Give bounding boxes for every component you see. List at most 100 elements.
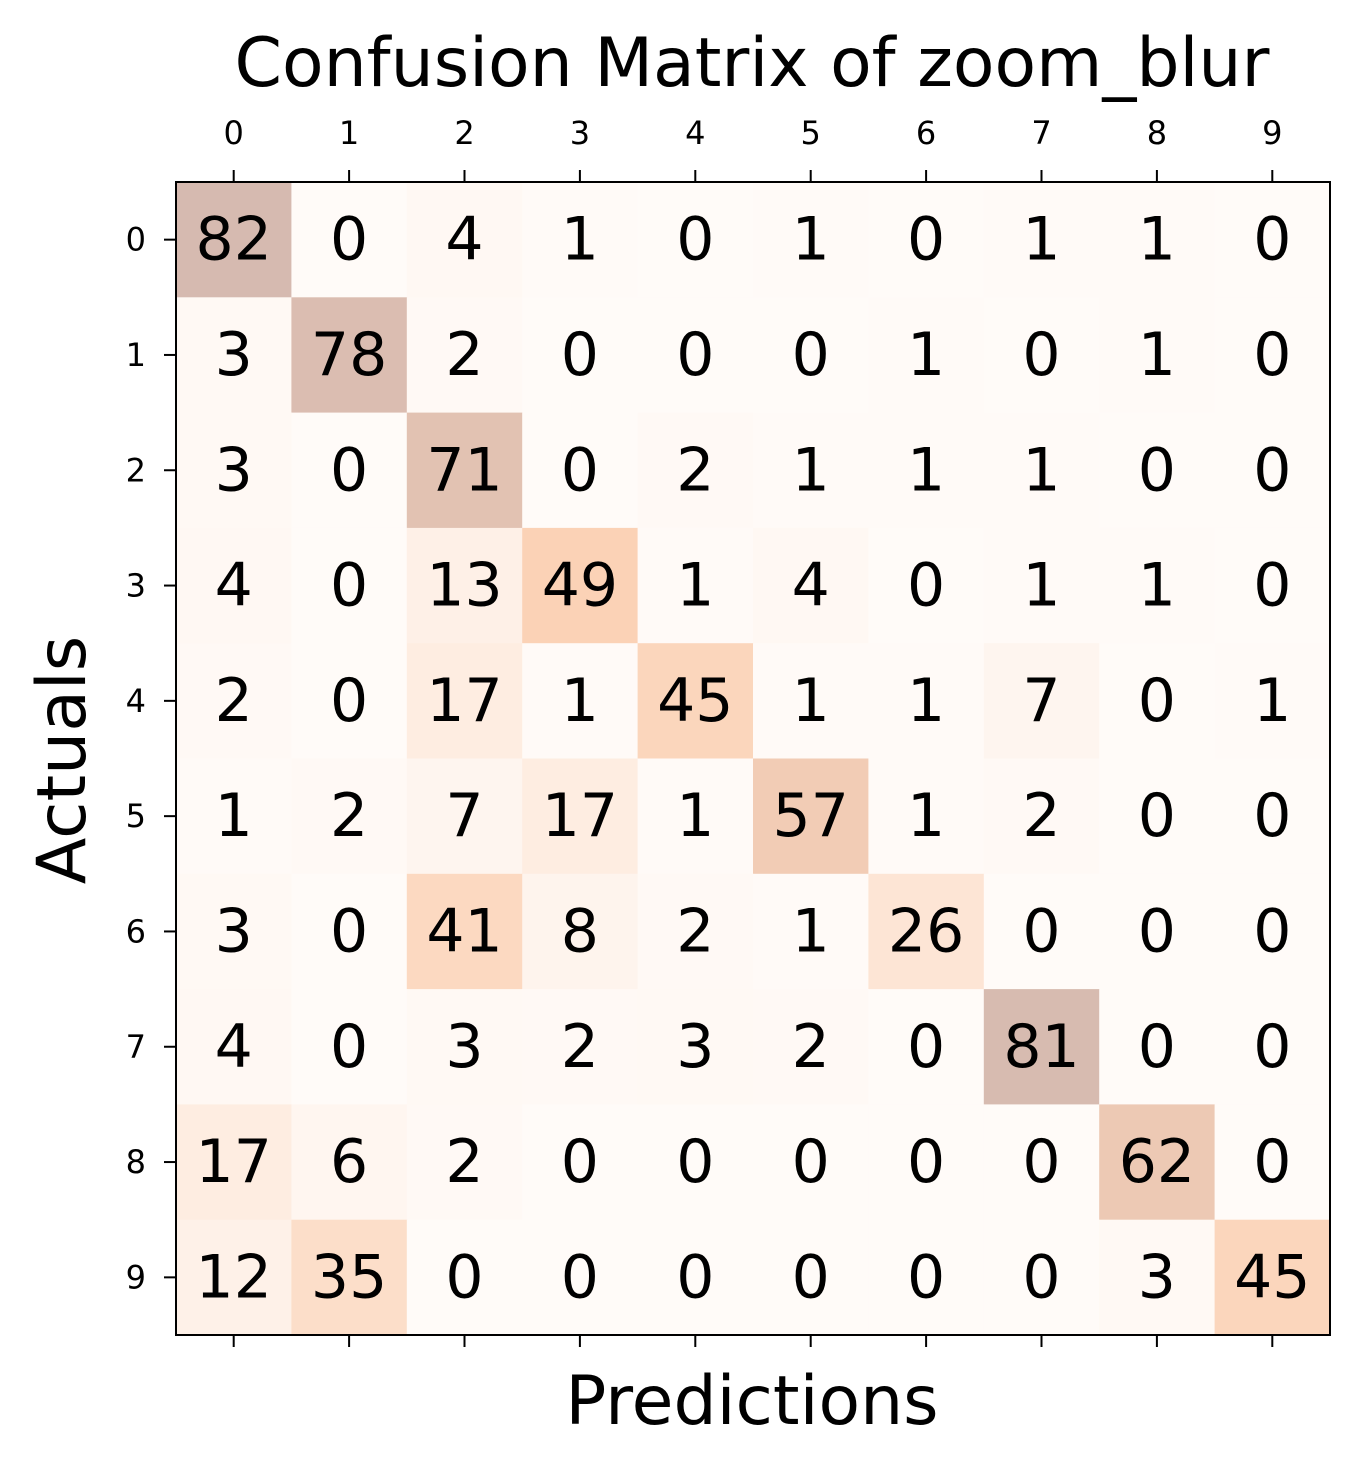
cell-value-label: 2 [676, 435, 714, 505]
cell-value-label: 0 [1253, 551, 1291, 621]
cell-value-label: 71 [426, 435, 502, 505]
cell-value-label: 0 [330, 205, 368, 275]
heatmap-cell [753, 527, 869, 644]
cell-value-label: 2 [445, 1127, 483, 1197]
heatmap-cell [753, 1104, 869, 1221]
y-tick-label: 3 [126, 567, 146, 605]
cell-value-label: 0 [1022, 1242, 1060, 1312]
cell-value-label: 45 [1234, 1242, 1310, 1312]
heatmap-cell [291, 989, 408, 1105]
heatmap-cell [983, 643, 1100, 759]
cell-value-label: 3 [1138, 1242, 1176, 1312]
heatmap-cell [753, 989, 869, 1105]
y-tick-label: 5 [126, 797, 146, 835]
cell-value-label: 0 [1022, 320, 1060, 390]
cell-value-label: 2 [561, 1012, 599, 1082]
cell-value-label: 1 [1022, 205, 1060, 275]
cell-value-label: 1 [792, 205, 830, 275]
cell-value-label: 0 [1138, 666, 1176, 736]
x-tick-label: 4 [685, 114, 705, 152]
heatmap-cell [522, 643, 639, 759]
y-tick-label: 8 [126, 1143, 146, 1181]
cell-value-label: 0 [561, 320, 599, 390]
heatmap-cell [753, 873, 869, 990]
cell-value-label: 0 [792, 1242, 830, 1312]
cell-value-label: 1 [1253, 666, 1291, 736]
cell-value-label: 4 [792, 551, 830, 621]
heatmap-cell [868, 873, 985, 990]
heatmap-cell [637, 412, 754, 529]
cell-value-label: 3 [215, 435, 253, 505]
heatmap-cell [983, 758, 1100, 875]
cell-value-label: 62 [1119, 1127, 1195, 1197]
heatmap-cell [406, 297, 523, 414]
cell-value-label: 49 [542, 551, 618, 621]
cell-value-label: 4 [215, 1012, 253, 1082]
heatmap-cell [1214, 182, 1331, 298]
cell-value-label: 0 [561, 1242, 599, 1312]
heatmap-cell [291, 527, 408, 644]
x-tick-label: 0 [224, 114, 244, 152]
heatmap-cell [1099, 527, 1216, 644]
heatmap-cell [983, 989, 1100, 1105]
heatmap-cell [868, 297, 985, 414]
cell-value-label: 0 [907, 205, 945, 275]
cell-value-label: 1 [907, 666, 945, 736]
heatmap-cell [753, 297, 869, 414]
heatmap-cell [1099, 758, 1216, 875]
heatmap-cell [637, 182, 754, 298]
cell-value-label: 17 [542, 781, 618, 851]
heatmap-cell [406, 527, 523, 644]
cell-value-label: 0 [676, 1127, 714, 1197]
x-tick-label: 9 [1262, 114, 1282, 152]
cell-value-label: 0 [1138, 896, 1176, 966]
heatmap-cell [637, 989, 754, 1105]
cell-value-label: 6 [330, 1127, 368, 1197]
x-tick-label: 7 [1031, 114, 1051, 152]
heatmap-cell [176, 643, 292, 759]
cell-value-label: 0 [792, 320, 830, 390]
cell-value-label: 0 [330, 435, 368, 505]
cell-value-label: 0 [561, 435, 599, 505]
cell-value-label: 0 [1138, 435, 1176, 505]
y-tick-label: 9 [126, 1258, 146, 1296]
heatmap-cell [1214, 527, 1331, 644]
cell-value-label: 81 [1003, 1012, 1079, 1082]
cell-value-label: 57 [773, 781, 849, 851]
cell-value-label: 0 [676, 205, 714, 275]
cell-value-label: 1 [561, 666, 599, 736]
cell-value-label: 7 [445, 781, 483, 851]
x-tick-label: 3 [570, 114, 590, 152]
heatmap-cell [176, 182, 292, 298]
cell-value-label: 0 [1138, 781, 1176, 851]
cell-value-label: 0 [330, 551, 368, 621]
cell-value-label: 2 [215, 666, 253, 736]
plot-frame [175, 181, 1331, 1336]
heatmap-cell [1214, 758, 1331, 875]
cell-value-label: 0 [330, 896, 368, 966]
cell-value-label: 0 [1138, 1012, 1176, 1082]
heatmap-cell [176, 989, 292, 1105]
cell-value-label: 0 [1253, 205, 1291, 275]
cell-value-label: 1 [1138, 205, 1176, 275]
heatmap-cell [406, 1104, 523, 1221]
heatmap-cell [176, 412, 292, 529]
cell-value-label: 1 [1022, 551, 1060, 621]
cell-value-label: 0 [907, 551, 945, 621]
heatmap-cell [753, 643, 869, 759]
heatmap-cell [406, 873, 523, 990]
x-tick-label: 8 [1147, 114, 1167, 152]
cell-value-label: 41 [426, 896, 502, 966]
heatmap-cell [522, 182, 639, 298]
cell-value-label: 2 [445, 320, 483, 390]
heatmap-cell [753, 412, 869, 529]
heatmap-cell [1214, 873, 1331, 990]
heatmap-cell [753, 758, 869, 875]
cell-value-label: 0 [907, 1127, 945, 1197]
cell-value-label: 17 [426, 666, 502, 736]
cell-value-label: 3 [215, 896, 253, 966]
heatmap-cell [1099, 873, 1216, 990]
cell-value-label: 0 [1253, 781, 1291, 851]
